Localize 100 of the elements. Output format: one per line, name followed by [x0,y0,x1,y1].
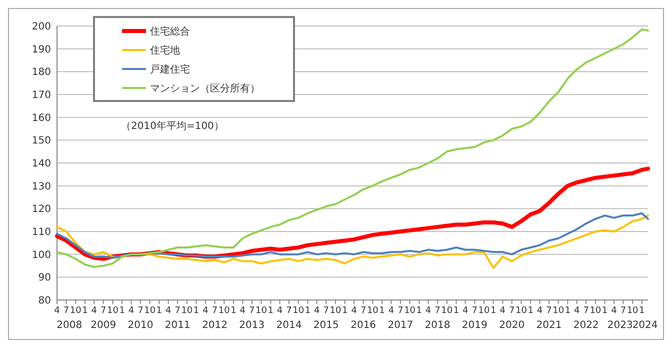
x2-tick-label: 2016 [350,320,376,331]
x2-tick-label: 2014 [276,320,302,331]
x2-tick-label: 2019 [462,320,488,331]
x-tick-label: 4 [54,306,60,316]
x2-tick-label: 2008 [56,320,82,331]
x-tick-label: 7 [620,306,626,316]
x-tick-label: 7 [100,306,106,316]
x-tick-label: 1 [490,306,496,316]
x-tick-label: 10 [441,306,453,316]
x-tick-label: 1 [342,306,348,316]
x-tick-label: 7 [583,306,589,316]
x-tick-label: 1 [379,306,385,316]
y-tick-label: 150 [32,136,51,147]
x-tick-label: 4 [240,306,246,316]
x-tick-label: 10 [478,306,490,316]
x-tick-label: 10 [106,306,119,316]
x2-tick-label: 2017 [388,320,414,331]
x-tick-label: 7 [63,306,70,316]
x-tick-label: 10 [626,306,639,316]
x-tick-label: 10 [70,306,82,316]
x-tick-label: 7 [323,306,329,316]
y-tick-label: 100 [32,250,51,261]
x-tick-label: 1 [119,306,125,316]
x-tick-label: 1 [156,306,162,316]
x-tick-label: 4 [536,306,543,316]
x-tick-label: 10 [590,306,602,316]
y-tick-label: 110 [32,227,51,238]
x-tick-label: 10 [144,306,156,316]
x-tick-label: 4 [351,306,358,316]
y-tick-label: 200 [32,22,51,32]
x2-tick-label: 2023 [607,320,633,331]
y-tick-label: 130 [32,181,51,192]
x2-tick-label: 2013 [239,320,265,331]
x-tick-label: 7 [212,306,218,316]
legend-label: 住宅地 [150,44,180,56]
x-tick-label: 4 [462,306,469,316]
x-tick-label: 1 [268,306,274,316]
x-tick-label: 1 [230,306,236,316]
x-tick-label: 4 [91,306,98,316]
x-tick-label: 10 [256,306,268,316]
y-tick-label: 190 [32,44,51,56]
y-tick-label: 180 [32,67,51,78]
x-tick-label: 10 [366,306,379,316]
x-tick-label: 4 [388,306,394,316]
y-tick-label: 90 [38,272,51,284]
legend-label: 住宅総合 [150,26,190,38]
x2-tick-label: 2012 [202,320,228,331]
x-tick-label: 4 [202,306,209,316]
x-tick-label: 1 [304,306,311,316]
x-tick-label: 7 [174,306,180,316]
x2-tick-label: 2024 [632,320,658,331]
x-tick-label: 1 [564,306,571,316]
x-tick-label: 1 [453,306,460,316]
x-tick-label: 10 [218,306,230,316]
text: （2010年平均=100） [121,120,224,132]
x-tick-label: 7 [138,306,144,316]
x-tick-label: 1 [528,306,534,316]
x2-tick-label: 2020 [499,320,525,331]
x2-tick-label: 2011 [164,320,190,331]
x-tick-label: 4 [128,306,134,316]
x-tick-label: 4 [276,306,283,316]
y-tick-label: 140 [32,158,51,170]
y-tick-label: 170 [32,90,51,101]
x-tick-label: 10 [330,306,342,316]
y-tick-label: 80 [38,296,51,306]
x-tick-label: 7 [509,306,515,316]
line-series [56,212,649,259]
y-tick-label: 120 [32,204,51,216]
x-tick-label: 7 [398,306,404,316]
line-series [56,28,649,268]
line-series [56,214,649,270]
x-tick-label: 7 [286,306,292,316]
x-tick-label: 1 [602,306,608,316]
x-tick-label: 10 [181,306,193,316]
x-tick-label: 10 [552,306,564,316]
x2-tick-label: 2018 [424,320,450,331]
x-tick-label: 4 [500,306,506,316]
legend-label: マンション（区分所有） [150,82,260,94]
x-tick-label: 4 [574,306,580,316]
y-tick-label: 160 [32,112,51,124]
x-tick-label: 4 [165,306,172,316]
x-tick-label: 10 [292,306,304,316]
x2-tick-label: 2015 [313,320,339,331]
legend-label: 戸建住宅 [150,64,190,76]
x-tick-label: 7 [434,306,440,316]
x-tick-label: 10 [515,306,528,316]
x-tick-label: 4 [425,306,432,316]
x-tick-label: 1 [82,306,88,316]
x2-tick-label: 2009 [90,320,116,331]
x-tick-label: 4 [611,306,618,316]
x-tick-label: 4 [314,306,320,316]
x-tick-label: 1 [193,306,200,316]
x-tick-label: 7 [360,306,366,316]
x2-tick-label: 2021 [536,320,562,331]
x-tick-label: 7 [546,306,552,316]
x-tick-label: 1 [639,306,645,316]
x2-tick-label: 2010 [128,320,154,331]
x-tick-label: 7 [472,306,478,316]
x-tick-label: 7 [249,306,255,316]
x2-tick-label: 2022 [573,320,599,331]
